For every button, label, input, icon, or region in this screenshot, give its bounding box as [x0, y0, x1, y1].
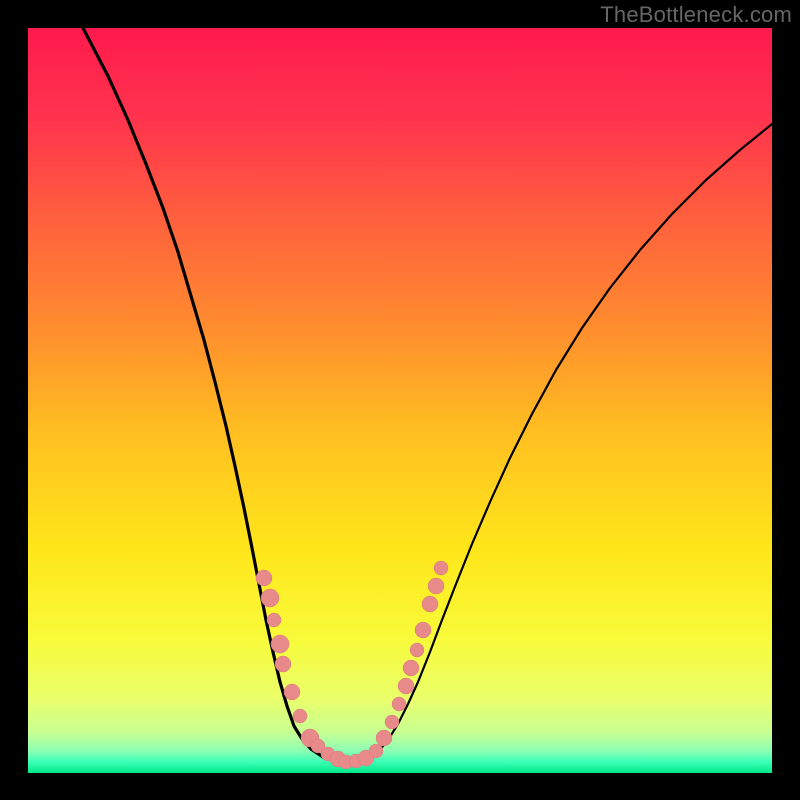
scatter-point [428, 578, 444, 594]
scatter-point [422, 596, 438, 612]
scatter-point [434, 561, 448, 575]
scatter-point [284, 684, 300, 700]
scatter-point [261, 589, 279, 607]
watermark-text: TheBottleneck.com [600, 2, 792, 28]
chart-canvas: TheBottleneck.com [0, 0, 800, 800]
plot-area [28, 28, 772, 773]
scatter-point [267, 613, 281, 627]
scatter-point [385, 715, 399, 729]
scatter-point [271, 635, 289, 653]
scatter-point [403, 660, 419, 676]
v-curve-left [83, 28, 348, 763]
chart-svg [28, 28, 772, 773]
scatter-point [275, 656, 291, 672]
scatter-group [256, 561, 448, 769]
scatter-point [369, 744, 383, 758]
scatter-point [392, 697, 406, 711]
scatter-point [293, 709, 307, 723]
scatter-point [415, 622, 431, 638]
scatter-point [398, 678, 414, 694]
scatter-point [376, 730, 392, 746]
scatter-point [410, 643, 424, 657]
scatter-point [256, 570, 272, 586]
